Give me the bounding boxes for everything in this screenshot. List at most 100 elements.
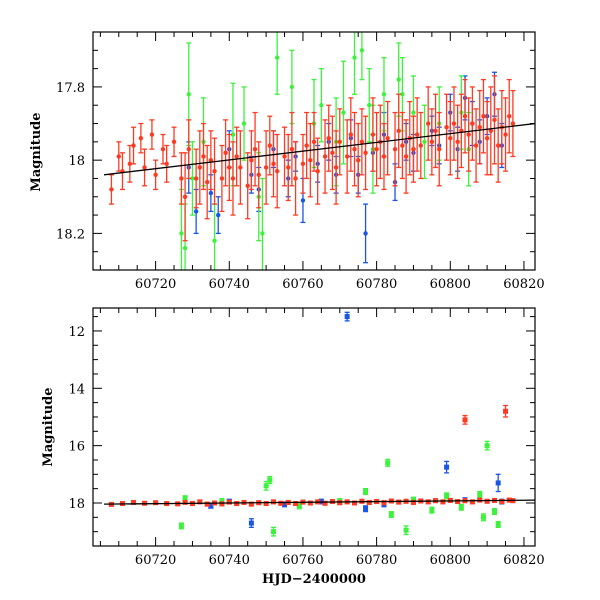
data-point <box>337 108 343 176</box>
data-point <box>392 111 398 187</box>
data-point <box>418 111 424 180</box>
data-point <box>506 78 512 154</box>
data-point <box>252 111 258 187</box>
plot-area <box>103 32 535 270</box>
y-tick-label: 18 <box>68 154 85 169</box>
data-point <box>270 499 276 505</box>
data-point <box>374 111 380 187</box>
data-point <box>388 510 394 518</box>
data-point <box>241 86 247 161</box>
x-tick-label: 60740 <box>209 553 250 568</box>
data-point <box>484 440 490 451</box>
data-point <box>340 60 346 165</box>
data-point <box>219 144 225 213</box>
data-point <box>267 115 273 176</box>
data-point <box>503 97 509 172</box>
y-tick-label: 18 <box>68 497 85 512</box>
plot-frame <box>92 31 536 271</box>
data-point <box>204 501 210 507</box>
data-point <box>414 97 420 172</box>
series-green <box>178 440 501 537</box>
trend-line <box>104 499 535 505</box>
data-point <box>178 522 184 530</box>
data-point <box>212 137 218 205</box>
data-point <box>131 126 137 165</box>
data-point <box>193 148 199 209</box>
series-red <box>108 75 516 242</box>
data-point <box>385 100 391 176</box>
data-point <box>116 141 122 172</box>
data-point <box>436 111 442 187</box>
data-point <box>263 130 269 205</box>
data-point <box>447 100 453 176</box>
data-point <box>480 513 486 522</box>
data-point <box>182 499 188 505</box>
x-tick-label: 60820 <box>503 277 544 292</box>
data-point <box>462 414 468 425</box>
data-point <box>491 508 497 516</box>
data-point <box>333 130 339 205</box>
data-point <box>178 152 184 205</box>
y-tick-label: 18.2 <box>56 227 85 242</box>
data-point <box>381 56 387 132</box>
plot-frame <box>92 307 536 547</box>
data-point <box>307 500 313 506</box>
data-point <box>477 490 483 498</box>
data-point <box>458 503 464 511</box>
data-point <box>219 501 225 507</box>
top-panel: 60720 60740 60760 60780 60800 60820 17.8 18 18.2 <box>56 31 545 292</box>
data-point <box>108 174 114 205</box>
data-point <box>270 130 276 198</box>
data-point <box>344 119 350 194</box>
data-point <box>245 152 251 220</box>
ticks <box>93 308 535 547</box>
data-point <box>491 75 497 165</box>
data-point <box>359 108 365 176</box>
data-point <box>429 108 435 176</box>
data-point <box>473 108 479 183</box>
data-point <box>234 126 240 187</box>
data-point <box>263 480 269 491</box>
data-point <box>237 130 243 205</box>
data-point <box>477 89 483 165</box>
data-point <box>204 144 210 220</box>
y-tick-label: 12 <box>68 325 85 340</box>
data-point <box>329 115 335 191</box>
data-point <box>488 86 494 176</box>
data-point <box>440 499 446 505</box>
data-point <box>208 130 214 191</box>
data-point <box>363 505 369 513</box>
data-point <box>455 499 461 505</box>
data-point <box>352 111 358 187</box>
data-point <box>352 32 358 95</box>
data-point <box>311 111 317 172</box>
data-point <box>396 499 402 505</box>
data-point <box>164 144 170 183</box>
data-point <box>344 311 350 322</box>
x-tick-label: 60720 <box>135 553 176 568</box>
data-point <box>458 93 464 169</box>
data-point <box>300 133 306 194</box>
x-tick-label: 60780 <box>356 553 397 568</box>
data-point <box>226 499 232 505</box>
data-point <box>337 500 343 506</box>
data-point <box>326 104 332 172</box>
data-point <box>248 130 254 191</box>
series-blue <box>186 71 505 264</box>
data-point <box>267 475 273 485</box>
data-point <box>119 152 125 191</box>
data-point <box>403 119 409 194</box>
data-point <box>307 122 313 198</box>
y-tick-label: 14 <box>68 382 85 397</box>
data-point <box>215 196 221 235</box>
x-tick-label: 60760 <box>282 553 323 568</box>
data-point <box>248 518 254 529</box>
data-point <box>153 159 159 191</box>
data-point <box>396 93 402 169</box>
data-point <box>425 499 431 505</box>
x-tick-label: 60800 <box>430 277 471 292</box>
data-point <box>223 119 229 187</box>
data-point <box>315 137 321 205</box>
data-point <box>153 500 159 506</box>
x-tick-label: 60740 <box>209 277 250 292</box>
